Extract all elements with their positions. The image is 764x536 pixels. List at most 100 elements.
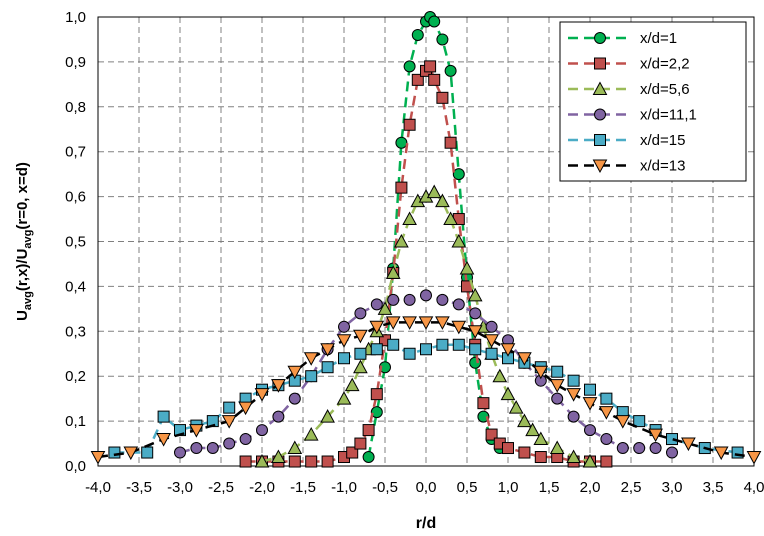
data-point xyxy=(108,446,121,459)
data-point xyxy=(477,397,490,410)
legend-item: x/d=11,1 xyxy=(568,107,697,124)
data-point xyxy=(549,379,565,393)
data-point xyxy=(353,329,368,344)
data-point xyxy=(288,455,301,468)
data-point xyxy=(271,449,286,464)
data-point xyxy=(190,442,203,455)
data-point xyxy=(426,184,442,199)
data-point xyxy=(239,455,252,468)
data-point xyxy=(123,446,139,461)
y-tick-label: 0,7 xyxy=(65,144,86,161)
y-tick-label: 0,0 xyxy=(65,458,86,475)
y-axis-title-sub2: avg xyxy=(22,230,34,249)
data-point xyxy=(424,60,437,73)
data-point xyxy=(566,388,581,402)
data-point xyxy=(428,73,441,86)
x-tick-label: -1,5 xyxy=(290,479,316,496)
data-point xyxy=(362,424,375,437)
data-point xyxy=(452,298,465,311)
data-point xyxy=(533,431,549,446)
data-point xyxy=(582,453,598,468)
x-tick-label: 4,0 xyxy=(744,479,764,496)
data-point xyxy=(254,388,270,402)
data-point xyxy=(402,316,417,330)
data-point xyxy=(418,316,434,330)
data-point xyxy=(666,446,678,459)
data-point xyxy=(90,451,106,465)
y-tick-label: 0,5 xyxy=(65,234,86,251)
data-point xyxy=(525,422,540,437)
x-tick-label: 1,5 xyxy=(539,479,560,496)
data-point xyxy=(420,343,432,356)
data-point xyxy=(485,347,498,360)
data-series xyxy=(90,11,762,468)
data-point xyxy=(681,437,696,452)
data-point xyxy=(354,347,367,360)
x-tick-label: -3,5 xyxy=(126,479,152,496)
y-tick-label: 0,8 xyxy=(65,99,86,116)
data-point xyxy=(353,359,368,374)
x-tick-label: -2,5 xyxy=(208,479,234,496)
y-tick-label: 0,3 xyxy=(65,323,86,340)
data-point xyxy=(395,136,408,149)
data-point xyxy=(354,307,367,320)
x-tick-label: 2,5 xyxy=(621,479,642,496)
series-1 xyxy=(239,60,613,468)
data-point xyxy=(256,424,268,437)
data-point xyxy=(320,343,335,357)
legend-marker xyxy=(592,81,608,95)
y-tick-label: 1,0 xyxy=(65,9,86,26)
data-point xyxy=(500,386,516,401)
x-tick-label: -4,0 xyxy=(85,479,111,496)
data-point xyxy=(346,446,359,459)
data-point xyxy=(436,338,449,351)
legend-box xyxy=(559,21,747,182)
data-point xyxy=(615,415,631,429)
data-point xyxy=(616,442,629,455)
data-point xyxy=(567,410,580,423)
x-tick-label: -2,0 xyxy=(249,479,275,496)
y-tick-label: 0,2 xyxy=(65,368,86,385)
legend-marker xyxy=(594,32,606,44)
x-tick-label: 3,0 xyxy=(662,479,683,496)
data-point xyxy=(305,455,318,468)
data-point xyxy=(600,433,613,446)
data-point xyxy=(206,442,219,455)
data-point xyxy=(370,298,383,311)
data-point xyxy=(362,451,375,464)
data-point xyxy=(303,427,319,441)
data-point xyxy=(502,442,514,455)
legend-marker xyxy=(594,57,606,70)
data-point xyxy=(436,33,449,46)
data-point xyxy=(403,60,416,73)
x-tick-label: 1,0 xyxy=(498,479,519,496)
data-point xyxy=(485,320,498,333)
data-point xyxy=(174,446,186,459)
y-axis-title: Uavg(r,x)/Uavg(r=0, x=d) xyxy=(14,162,34,321)
data-point xyxy=(467,287,483,302)
data-point xyxy=(238,401,253,416)
data-point xyxy=(584,383,596,396)
x-tick-label: 2,0 xyxy=(580,479,601,496)
data-point xyxy=(649,442,662,455)
data-point xyxy=(385,265,401,279)
data-point xyxy=(469,307,482,320)
y-tick-label: 0,9 xyxy=(65,54,86,71)
legend-label: x/d=1 xyxy=(640,30,677,47)
data-point xyxy=(566,449,581,464)
data-point xyxy=(492,368,508,383)
data-point xyxy=(239,433,252,446)
x-tick-label: 0,0 xyxy=(416,479,437,496)
data-point xyxy=(600,455,613,468)
data-point xyxy=(338,320,350,333)
data-point xyxy=(394,233,409,248)
legend-label: x/d=13 xyxy=(640,158,685,175)
x-axis-title: r/d xyxy=(416,515,436,532)
legend-marker xyxy=(594,108,606,121)
legend-label: x/d=5,6 xyxy=(640,81,690,98)
data-point xyxy=(377,301,393,315)
data-point xyxy=(303,352,319,366)
data-point xyxy=(633,442,646,455)
data-point xyxy=(469,356,482,369)
